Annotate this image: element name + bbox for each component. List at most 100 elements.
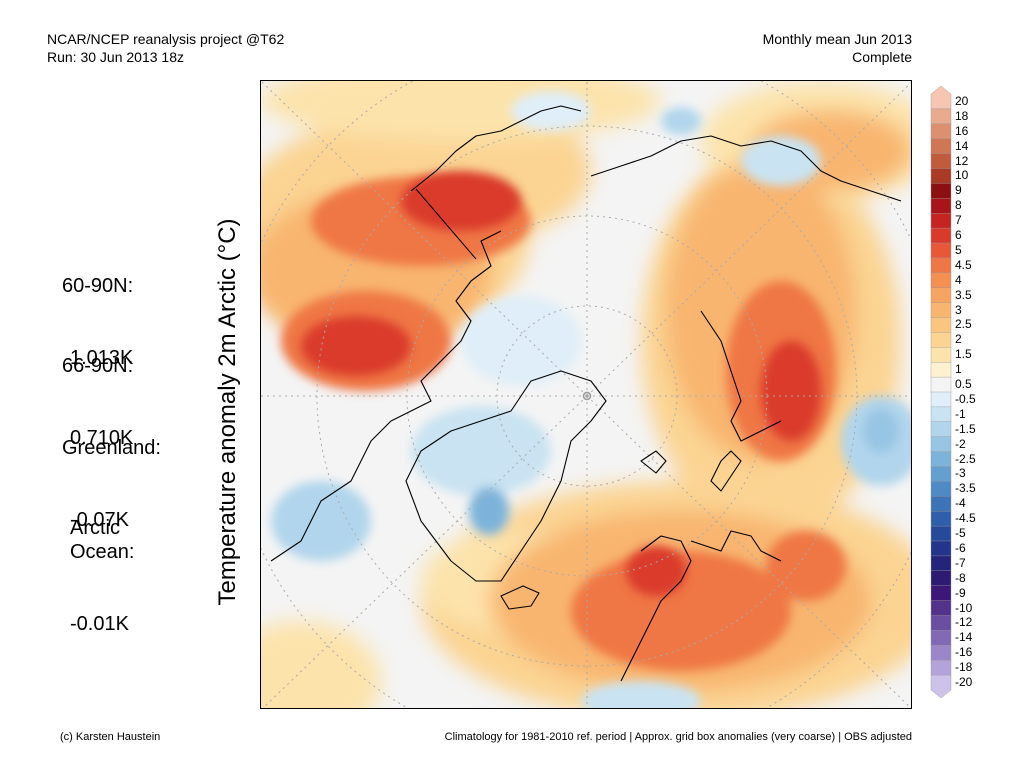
stat-label: Greenland: [62,437,161,459]
colorbar-tick-label: 4 [955,272,962,287]
colorbar-swatch [930,660,952,676]
colorbar-tick-label: 2 [955,332,962,347]
colorbar-tick-label: -16 [955,645,973,660]
colorbar-tick-label: 3 [955,302,962,317]
colorbar-tick-label: -2 [955,436,966,451]
map-y-label: Temperature anomaly 2m Arctic (°C) [214,218,241,606]
colorbar-swatch [930,138,952,155]
model-title: NCAR/NCEP reanalysis project @T62 [47,31,285,47]
colorbar-swatch [930,525,952,542]
colorbar-tick-label: 6 [955,228,962,243]
colorbar-tick-label: 18 [955,108,969,123]
colorbar-tick-label: 16 [955,123,969,138]
stat-value: 1.013K [70,347,134,369]
colorbar-swatch [930,376,952,393]
colorbar-swatch [930,362,952,378]
colorbar-swatch [930,496,952,512]
stat-label: Arctic Ocean: [70,517,135,563]
colorbar-tick-label: 12 [955,153,969,168]
colorbar-tick-label: -0.5 [955,391,976,406]
colorbar-swatch [930,630,952,646]
greenland-coast [405,370,607,582]
stat-arctic-ocean: Arctic Ocean: -0.01K [70,468,134,660]
taymyr-coast [700,310,782,442]
run-date: Run: 30 Jun 2013 18z [47,49,184,65]
colorbar-tick-label: 9 [955,183,962,198]
colorbar-swatch [930,302,952,319]
colorbar-swatch [930,466,952,483]
colorbar-swatch [930,257,952,274]
stat-value: -0.01K [70,613,129,635]
colorbar-swatch [930,645,952,661]
colorbar-swatch [930,198,952,214]
colorbar-tick-label: 2.5 [955,317,972,332]
completeness-status: Complete [852,49,912,65]
colorbar-tick-label: -8 [955,570,966,585]
colorbar-swatch [930,242,952,259]
stat-greenland: Greenland: -0.07K [62,388,161,556]
colorbar-tick-label: -1 [955,406,966,421]
colorbar-swatch [930,674,952,699]
colorbar-swatch [930,212,952,229]
stat-value: -0.07K [70,509,129,531]
colorbar-svg [930,85,952,699]
siberia-coast [590,135,902,202]
colorbar-swatch [930,555,952,572]
novaya-zemlya-coast [710,450,742,492]
colorbar-tick-label: 7 [955,213,962,228]
stat-66-90n: 66-90N: 0.710K [62,306,133,474]
stat-60-90n: 60-90N: 1.013K [62,226,133,394]
header-left: NCAR/NCEP reanalysis project @T62 Run: 3… [47,30,284,66]
colorbar-tick-label: 14 [955,138,969,153]
colorbar-swatch [930,421,952,438]
stat-label: 66-90N: [62,355,134,377]
colorbar-tick-label: -6 [955,540,966,555]
header-right: Monthly mean Jun 2013 Complete [763,30,912,66]
colorbar-swatch [930,511,952,527]
scandinavia-coast [620,535,692,682]
colorbar-tick-label: -5 [955,526,966,541]
colorbar-tick-label: -9 [955,585,966,600]
colorbar-tick-label: -2.5 [955,451,976,466]
colorbar-tick-label: 20 [955,93,969,108]
colorbar-tick-label: -3 [955,466,966,481]
colorbar-tick-label: 8 [955,198,962,213]
kola-coast [690,530,782,562]
colorbar-swatch [930,600,952,617]
colorbar-tick-label: 5 [955,242,962,257]
colorbar-tick-label: -7 [955,555,966,570]
colorbar-swatch [930,585,952,602]
canadian-arctic-coast [270,230,502,562]
colorbar [930,85,952,699]
footnote: Climatology for 1981-2010 ref. period | … [444,731,912,743]
north-pole-marker [582,391,592,401]
anomaly-field-cold [271,91,911,708]
stat-value: 0.710K [70,427,134,449]
alaska-border [415,188,477,260]
alaska-coast [410,105,582,192]
colorbar-swatch [930,615,952,632]
colorbar-swatch [930,85,952,110]
coastlines [270,105,902,682]
colorbar-tick-label: -1.5 [955,421,976,436]
colorbar-swatch [930,406,952,423]
period-title: Monthly mean Jun 2013 [762,31,912,47]
colorbar-swatch [930,227,952,244]
colorbar-tick-label: 1 [955,362,962,377]
colorbar-swatch [930,481,952,497]
colorbar-swatch [930,570,952,587]
colorbar-swatch [930,347,952,363]
colorbar-swatch [930,391,952,408]
colorbar-tick-label: -12 [955,615,973,630]
anomaly-map [260,80,912,709]
colorbar-tick-label: 10 [955,168,969,183]
colorbar-swatch [930,108,952,125]
colorbar-swatch [930,153,952,170]
colorbar-swatch [930,183,952,199]
colorbar-swatch [930,317,952,334]
colorbar-swatch [930,123,952,140]
colorbar-tick-label: 4.5 [955,257,972,272]
colorbar-swatch [930,332,952,348]
svalbard-coast [640,450,667,474]
colorbar-swatch [930,168,952,185]
